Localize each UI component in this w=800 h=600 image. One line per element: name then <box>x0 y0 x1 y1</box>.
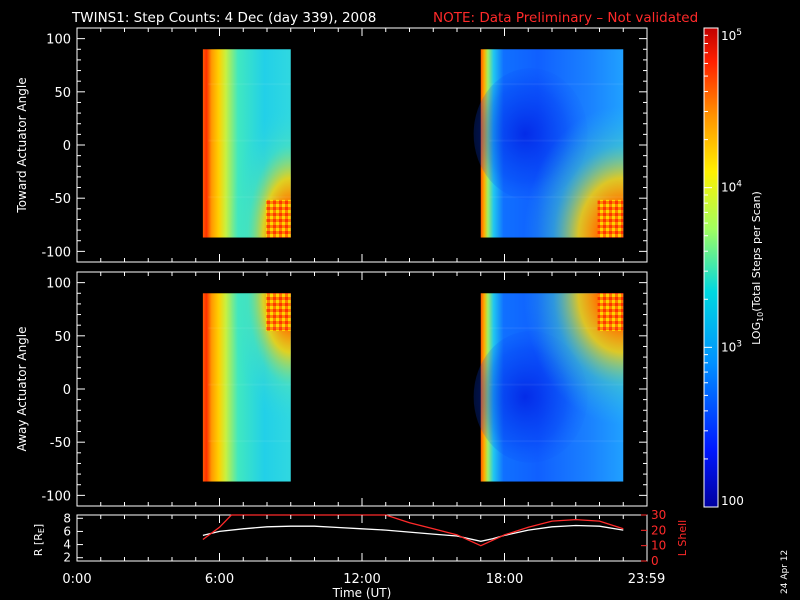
scan-stripe <box>208 327 291 330</box>
y-tick-label: 50 <box>54 330 71 345</box>
y-tick-label: 50 <box>54 86 71 101</box>
heatmap-block <box>202 293 291 482</box>
colorbar-scale <box>703 27 719 508</box>
scan-stripe <box>489 139 624 142</box>
saturated-patch <box>266 199 291 238</box>
toward-y-axis: 100 50 0 -50 -100 <box>41 28 648 262</box>
saturated-patch <box>597 199 624 238</box>
x-tick-label: 18:00 <box>486 572 523 587</box>
x-tick-label: 12:00 <box>343 572 380 587</box>
lshell-axis-label: L Shell <box>676 520 689 556</box>
y-tick-label: 100 <box>46 277 71 292</box>
y-tick-label: -100 <box>41 245 71 260</box>
scan-stripe <box>208 139 291 142</box>
colorbar-tick-label: 103 <box>721 339 742 354</box>
y-tick-label: 100 <box>46 33 71 48</box>
y-tick-label: -50 <box>50 436 71 451</box>
away-y-axis-label: Away Actuator Angle <box>15 326 29 451</box>
chart-title: TWINS1: Step Counts: 4 Dec (day 339), 20… <box>71 10 376 26</box>
lshell-tick-label: 10 <box>651 539 666 553</box>
toward-y-axis-label: Toward Actuator Angle <box>15 77 29 213</box>
r-tick-label: 4 <box>63 538 71 552</box>
heatmap-block <box>473 293 624 482</box>
scan-stripe <box>208 440 291 443</box>
ephemeris-lines <box>202 514 624 547</box>
scan-stripe <box>489 196 624 199</box>
colorbar-tick-label: 105 <box>721 28 742 43</box>
y-tick-label: 0 <box>63 139 71 154</box>
lshell-tick-label: 30 <box>651 508 666 522</box>
colorbar-ticks: 105 104 103 100 <box>704 27 744 508</box>
heatmap-block <box>473 49 624 238</box>
y-tick-label: -100 <box>41 489 71 504</box>
r-tick-label: 8 <box>63 511 71 525</box>
lshell-tick-label: 0 <box>651 554 659 568</box>
y-tick-label: 0 <box>63 383 71 398</box>
colorbar-tick-label: 100 <box>721 494 744 508</box>
r-tick-label: 6 <box>63 524 71 538</box>
scan-stripe <box>489 383 624 386</box>
colorbar-tick-label: 104 <box>721 180 742 195</box>
away-angle-panel: 100 50 0 -50 -100 Away Actuator Angle <box>15 271 648 507</box>
colorbar: 105 104 103 100 LOG10(Total Steps per Scan) <box>703 27 765 508</box>
preliminary-note: NOTE: Data Preliminary – Not validated <box>433 10 698 26</box>
saturated-patch <box>266 293 291 331</box>
r-series-line <box>202 524 624 542</box>
scan-stripe <box>208 196 291 199</box>
lshell-tick-label: 20 <box>651 523 666 537</box>
colorbar-label: LOG10(Total Steps per Scan) <box>750 191 765 345</box>
x-tick-label: 6:00 <box>205 572 234 587</box>
date-stamp: 24 Apr 12 <box>780 550 790 594</box>
x-tick-label: 23:59 <box>628 572 665 587</box>
scan-stripe <box>208 83 291 86</box>
scan-stripe <box>489 83 624 86</box>
toward-heatmap <box>202 49 624 238</box>
away-y-axis: 100 50 0 -50 -100 <box>41 272 648 506</box>
away-heatmap <box>202 293 624 482</box>
r-tick-label: 2 <box>63 551 71 565</box>
x-axis-label: Time (UT) <box>332 586 392 600</box>
saturated-patch <box>597 293 624 331</box>
y-tick-label: -50 <box>50 192 71 207</box>
scan-stripe <box>208 383 291 386</box>
x-tick-label: 0:00 <box>62 572 91 587</box>
scan-stripe <box>489 327 624 330</box>
toward-angle-panel: 100 50 0 -50 -100 Toward Actuator Angle <box>15 27 648 263</box>
r-axis-label: R [RE] <box>32 524 46 556</box>
heatmap-block <box>202 49 291 238</box>
lshell-series-line <box>202 514 624 547</box>
scan-stripe <box>489 440 624 443</box>
